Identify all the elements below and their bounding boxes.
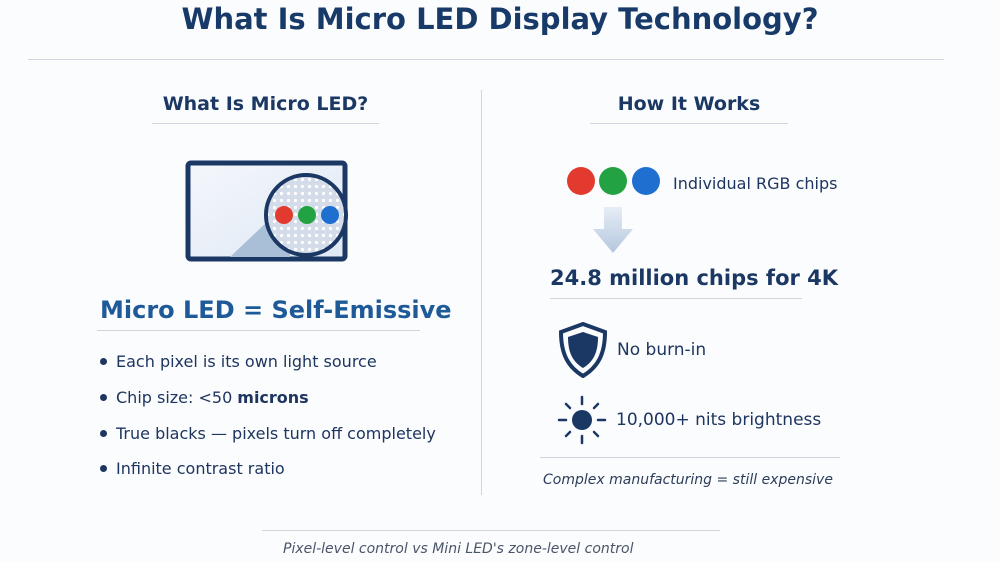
red-chip-icon	[567, 167, 595, 195]
sun-icon	[557, 395, 607, 445]
footer-caption: Pixel-level control vs Mini LED's zone-l…	[283, 541, 634, 557]
bullet-icon	[100, 394, 107, 401]
display-magnifier-icon	[185, 160, 348, 262]
note-divider	[540, 457, 840, 458]
column-divider	[481, 90, 482, 495]
left-heading-underline	[152, 123, 379, 124]
bullet-item: Each pixel is its own light source	[100, 352, 377, 371]
bullet-bold-text: microns	[237, 388, 309, 407]
green-chip-icon	[599, 167, 627, 195]
bullet-text: Infinite contrast ratio	[116, 459, 285, 478]
brightness-label: 10,000+ nits brightness	[616, 410, 822, 430]
bullet-item: Infinite contrast ratio	[100, 459, 285, 478]
footer-divider	[262, 530, 720, 531]
self-emissive-headline: Micro LED = Self-Emissive	[100, 296, 452, 324]
chip-count-stat: 24.8 million chips for 4K	[550, 266, 839, 290]
arrow-down-icon	[593, 207, 633, 253]
right-heading-underline	[590, 123, 788, 124]
blue-chip-icon	[632, 167, 660, 195]
bullet-item: Chip size: <50 microns	[100, 388, 309, 407]
bullet-icon	[100, 358, 107, 365]
right-heading: How It Works	[617, 93, 761, 115]
title-divider	[28, 59, 944, 60]
headline-underline	[97, 330, 420, 331]
bullet-item: True blacks — pixels turn off completely	[100, 424, 436, 443]
rgb-chips-label: Individual RGB chips	[673, 174, 838, 193]
left-heading: What Is Micro LED?	[162, 93, 369, 115]
bullet-icon	[100, 465, 107, 472]
page-title: What Is Micro LED Display Technology?	[181, 2, 819, 36]
stat-underline	[550, 298, 802, 299]
bullet-text: Chip size: <50	[116, 388, 233, 407]
bullet-text: True blacks — pixels turn off completely	[116, 424, 436, 443]
bullet-text: Each pixel is its own light source	[116, 352, 377, 371]
bullet-icon	[100, 430, 107, 437]
no-burn-in-label: No burn-in	[617, 340, 707, 360]
manufacturing-note: Complex manufacturing = still expensive	[543, 472, 833, 488]
shield-icon	[558, 322, 608, 378]
